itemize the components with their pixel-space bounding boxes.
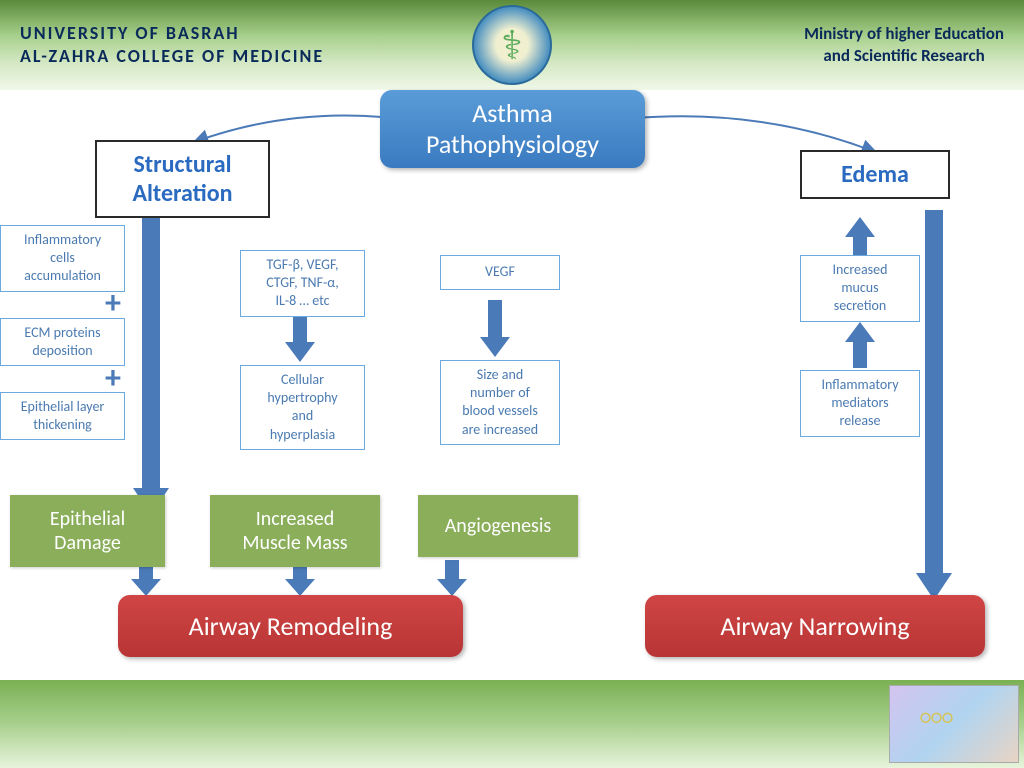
ministry-name: Ministry of higher Education and Scienti… bbox=[804, 23, 1004, 67]
epith-thick-node: Epithelial layer thickening bbox=[0, 392, 125, 440]
mediators-node: Inflammatory mediators release bbox=[800, 370, 920, 437]
university-name: UNIVERSITY OF BASRAH AL-ZAHRA COLLEGE OF… bbox=[20, 22, 324, 69]
muscle-node: Increased Muscle Mass bbox=[210, 495, 380, 567]
angio-node: Angiogenesis bbox=[418, 495, 578, 557]
inflam-cells-node: Inflammatory cells accumulation bbox=[0, 225, 125, 292]
epith-dmg-node: Epithelial Damage bbox=[10, 495, 165, 567]
header-line: UNIVERSITY OF BASRAH bbox=[20, 22, 324, 45]
title-node: Asthma Pathophysiology bbox=[380, 90, 645, 168]
cellular-node: Cellular hypertrophy and hyperplasia bbox=[240, 365, 365, 450]
tgf-node: TGF-β, VEGF, CTGF, TNF-α, IL-8 … etc bbox=[240, 250, 365, 317]
footer-image bbox=[889, 685, 1019, 763]
header-line: AL-ZAHRA COLLEGE OF MEDICINE bbox=[20, 45, 324, 68]
remodel-node: Airway Remodeling bbox=[118, 595, 463, 657]
header-banner: UNIVERSITY OF BASRAH AL-ZAHRA COLLEGE OF… bbox=[0, 0, 1024, 90]
mucus-node: Increased mucus secretion bbox=[800, 255, 920, 322]
footer-banner bbox=[0, 680, 1024, 768]
vegf-node: VEGF bbox=[440, 255, 560, 290]
plus-icon: + bbox=[105, 283, 121, 322]
narrow-node: Airway Narrowing bbox=[645, 595, 985, 657]
header-line: and Scientific Research bbox=[804, 45, 1004, 67]
university-logo bbox=[472, 5, 552, 85]
vessels-node: Size and number of blood vessels are inc… bbox=[440, 360, 560, 445]
edema-node: Edema bbox=[800, 150, 950, 199]
structural-node: Structural Alteration bbox=[95, 140, 270, 218]
diagram-canvas: Asthma Pathophysiology Structural Altera… bbox=[0, 90, 1024, 680]
header-line: Ministry of higher Education bbox=[804, 23, 1004, 45]
